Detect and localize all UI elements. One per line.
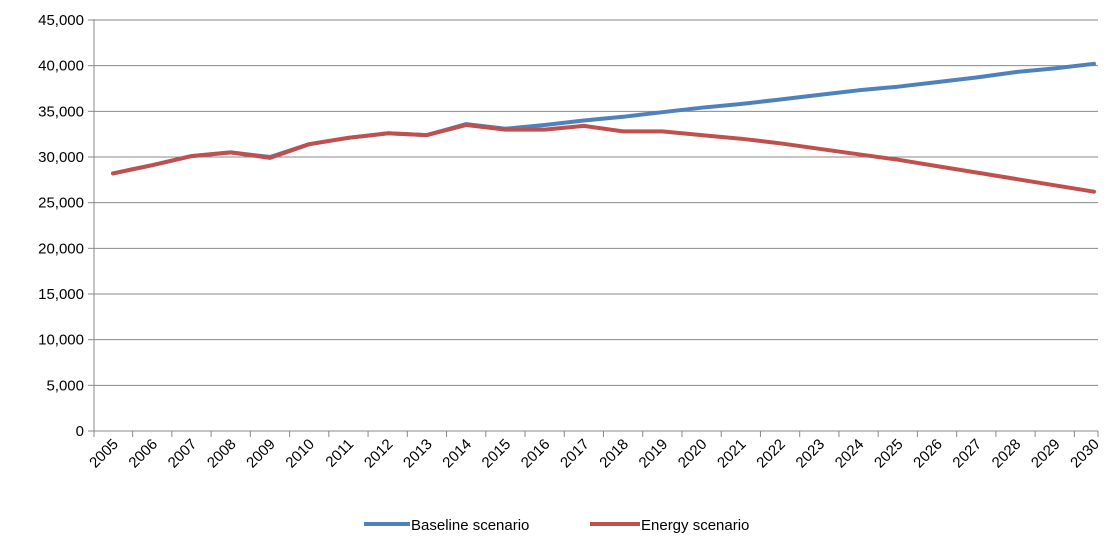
y-tick-label: 35,000 — [38, 103, 84, 120]
x-tick-label: 2015 — [479, 436, 515, 472]
x-tick-label: 2005 — [86, 436, 122, 472]
x-tick-label: 2009 — [243, 436, 279, 472]
x-tick-label: 2023 — [793, 436, 829, 472]
x-tick-label: 2006 — [125, 436, 161, 472]
x-tick-label: 2014 — [439, 436, 475, 472]
x-tick-label: 2019 — [636, 436, 672, 472]
x-tick-label: 2012 — [361, 436, 397, 472]
x-tick-label: 2017 — [557, 436, 593, 472]
x-tick-label: 2022 — [753, 436, 789, 472]
x-tick-label: 2025 — [871, 436, 907, 472]
x-tick-label: 2028 — [989, 436, 1025, 472]
x-tick-label: 2010 — [282, 436, 318, 472]
gridlines — [94, 19, 1098, 386]
x-tick-label: 2013 — [400, 436, 436, 472]
y-tick-label: 40,000 — [38, 58, 84, 75]
y-tick-label: 0 — [76, 423, 84, 440]
y-axis-tick-labels: 0 5,000 10,000 15,000 20,000 25,000 30,000 35,0… — [38, 12, 84, 440]
legend-label: Energy scenario — [641, 517, 749, 534]
x-tick-label: 2030 — [1067, 436, 1103, 472]
x-tick-label: 2027 — [949, 436, 985, 472]
legend-label: Baseline scenario — [411, 517, 529, 534]
x-tick-label: 2021 — [714, 436, 750, 472]
y-tick-label: 45,000 — [38, 12, 84, 29]
series-lines — [111, 61, 1096, 194]
y-tick-label: 25,000 — [38, 195, 84, 212]
x-tick-label: 2007 — [165, 436, 201, 472]
x-tick-label: 2020 — [675, 436, 711, 472]
axes — [88, 19, 1099, 437]
x-tick-label: 2024 — [832, 436, 868, 472]
series-line-energy — [111, 123, 1096, 194]
x-tick-label: 2026 — [910, 436, 946, 472]
y-tick-label: 5,000 — [46, 377, 84, 394]
y-tick-label: 20,000 — [38, 240, 84, 257]
legend: Baseline scenario Energy scenario — [364, 517, 749, 534]
y-tick-label: 10,000 — [38, 332, 84, 349]
x-axis-tick-labels: 2005 2006 2007 2008 2009 2010 2011 2012 2013 2014… — [86, 436, 1103, 472]
x-tick-label: 2029 — [1028, 436, 1064, 472]
x-tick-label: 2016 — [518, 436, 554, 472]
y-tick-label: 15,000 — [38, 286, 84, 303]
x-tick-label: 2011 — [322, 436, 357, 471]
y-tick-label: 30,000 — [38, 149, 84, 166]
x-tick-label: 2018 — [596, 436, 632, 472]
x-tick-label: 2008 — [204, 436, 240, 472]
